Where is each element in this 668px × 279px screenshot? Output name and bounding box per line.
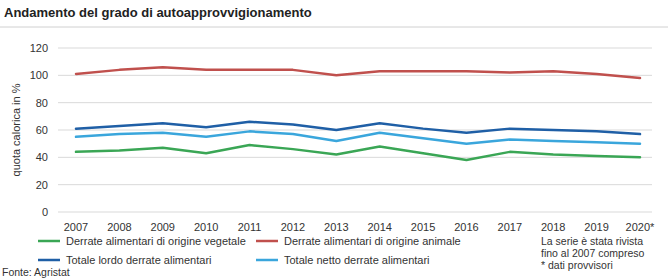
series-line xyxy=(76,131,640,143)
grid-line xyxy=(58,48,652,49)
x-tick-label: 2010 xyxy=(194,221,218,233)
annotation: La serie è stata rivista xyxy=(541,235,643,247)
grid-line xyxy=(58,212,652,213)
x-tick-label: 2015 xyxy=(411,221,435,233)
x-tick-label: 2007 xyxy=(64,221,88,233)
legend-label: Totale netto derrate alimentari xyxy=(284,254,430,266)
legend-swatch xyxy=(256,259,278,262)
y-tick-label: 20 xyxy=(36,179,48,191)
series-line xyxy=(76,67,640,78)
x-tick-label: 2019 xyxy=(584,221,608,233)
y-tick-label: 0 xyxy=(42,206,48,218)
title: Andamento del grado di autoapprovvigiona… xyxy=(4,5,312,20)
y-tick-label: 40 xyxy=(36,151,48,163)
x-tick-label: 2018 xyxy=(541,221,565,233)
x-tick-label: 2009 xyxy=(151,221,175,233)
legend-label: Derrate alimentari di origine animale xyxy=(284,235,461,247)
x-tick-label: 2020* xyxy=(626,221,655,233)
x-tick-label: 2012 xyxy=(281,221,305,233)
grid-line xyxy=(58,75,652,76)
chart: Andamento del grado di autoapprovvigiona… xyxy=(0,0,668,279)
y-tick-label: 120 xyxy=(30,42,48,54)
series-line xyxy=(76,145,640,160)
annotation: * dati provvisori xyxy=(541,259,613,271)
x-tick-label: 2016 xyxy=(454,221,478,233)
plot-area xyxy=(76,67,640,160)
source: Fonte: Agristat xyxy=(2,266,70,278)
y-tick-label: 100 xyxy=(30,69,48,81)
x-tick-label: 2008 xyxy=(107,221,131,233)
x-tick-label: 2014 xyxy=(367,221,391,233)
grid-line xyxy=(58,157,652,158)
x-tick-label: 2017 xyxy=(498,221,522,233)
title-rule xyxy=(0,27,668,28)
x-tick-label: 2011 xyxy=(238,221,262,233)
x-tick-label: 2013 xyxy=(324,221,348,233)
y-tick-label: 80 xyxy=(36,97,48,109)
grid-line xyxy=(58,102,652,103)
annotation: fino al 2007 compreso xyxy=(541,247,644,259)
legend-label: Derrate alimentari di origine vegetale xyxy=(66,235,246,247)
legend-swatch xyxy=(38,259,60,262)
y-tick-label: 60 xyxy=(36,124,48,136)
legend-label: Totale lordo derrate alimentari xyxy=(66,254,212,266)
grid-line xyxy=(58,184,652,185)
legend-swatch xyxy=(256,240,278,243)
y-axis-label: quota calorica in % xyxy=(10,83,22,176)
legend-swatch xyxy=(38,240,60,243)
